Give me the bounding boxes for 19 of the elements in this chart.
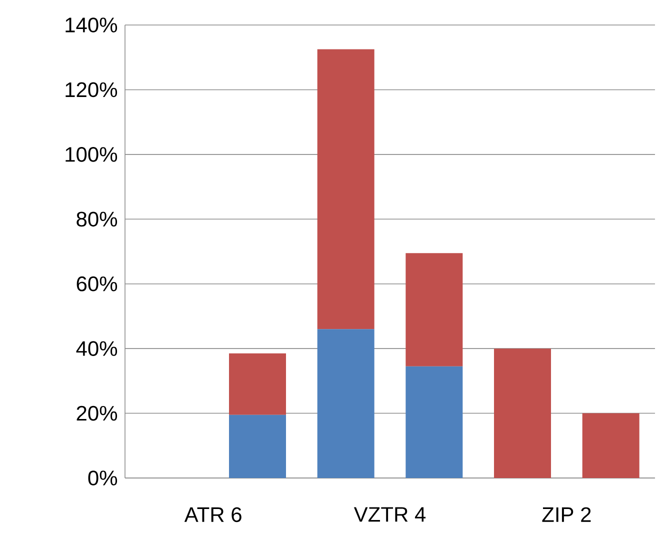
bar	[317, 49, 374, 330]
bar	[494, 348, 551, 478]
y-tick-label: 20%	[76, 406, 118, 421]
y-tick-label: 80%	[76, 212, 118, 227]
bar	[317, 329, 374, 478]
bar	[229, 414, 286, 478]
bar	[406, 366, 463, 478]
x-tick-label: VZTR 4	[354, 507, 426, 522]
x-tick-label: ATR 6	[184, 507, 242, 522]
y-tick-label: 120%	[66, 82, 118, 98]
bar	[582, 413, 640, 478]
x-tick-label: ZIP 2	[542, 507, 591, 522]
bar	[406, 253, 463, 366]
y-tick-label: 60%	[76, 276, 118, 292]
y-tick-label: 140%	[66, 18, 118, 32]
y-tick-label: 40%	[76, 341, 118, 356]
y-tick-label: 0%	[88, 470, 118, 486]
bar	[229, 353, 286, 415]
y-tick-label: 100%	[66, 146, 118, 162]
